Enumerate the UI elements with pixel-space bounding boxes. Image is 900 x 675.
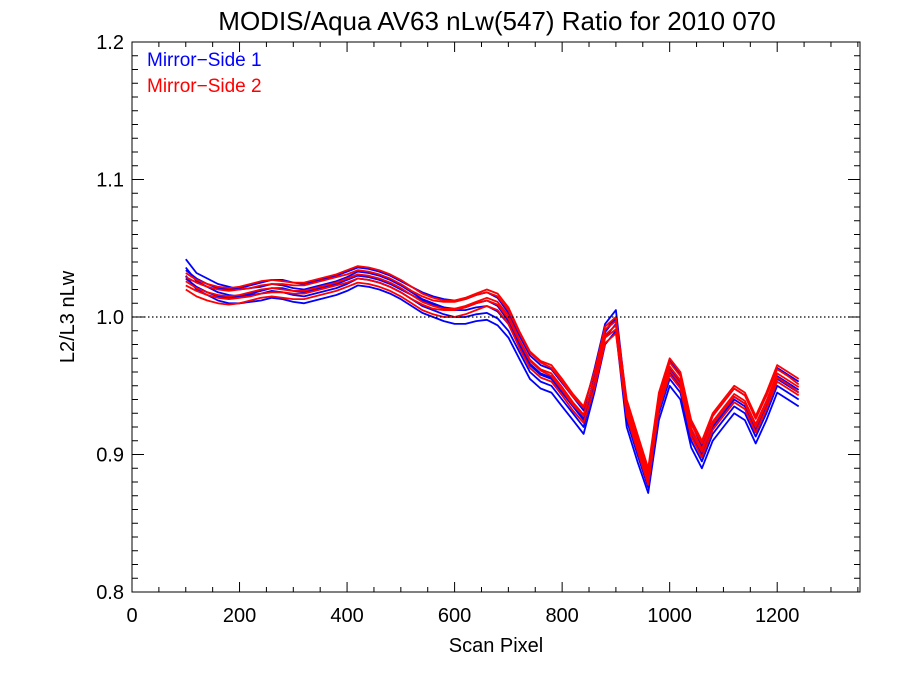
y-tick-label: 0.8	[96, 582, 124, 604]
series-line-mirror-side-2	[185, 273, 800, 478]
x-tick-label: 600	[438, 605, 471, 627]
y-tick-label: 1.2	[96, 32, 124, 54]
y-axis-label: L2/L3 nLw	[57, 270, 79, 363]
y-tick-label: 1.0	[96, 307, 124, 329]
x-tick-label: 1200	[755, 605, 800, 627]
x-tick-label: 0	[126, 605, 137, 627]
legend-mirror-side-1: Mirror−Side 1	[147, 50, 262, 71]
plot-lines	[185, 258, 800, 494]
y-axis: 0.8 0.9 1.0 1.1 1.2	[96, 32, 860, 604]
y-tick-label: 1.1	[96, 170, 124, 192]
x-tick-label: 800	[545, 605, 578, 627]
x-axis-label: Scan Pixel	[449, 635, 544, 657]
series-line-mirror-side-1	[185, 275, 800, 494]
x-tick-label: 200	[223, 605, 256, 627]
series-line-mirror-side-2	[185, 277, 800, 481]
series-line-mirror-side-2	[185, 281, 800, 486]
y-tick-label: 0.9	[96, 445, 124, 467]
chart-title: MODIS/Aqua AV63 nLw(547) Ratio for 2010 …	[218, 6, 775, 36]
legend-mirror-side-2: Mirror−Side 2	[147, 76, 262, 97]
x-axis: 0 200 400 600 800 1000 1200	[126, 42, 859, 627]
series-line-mirror-side-2	[185, 265, 800, 470]
x-tick-label: 1000	[647, 605, 692, 627]
x-tick-label: 400	[330, 605, 363, 627]
series-line-mirror-side-2	[185, 269, 800, 472]
